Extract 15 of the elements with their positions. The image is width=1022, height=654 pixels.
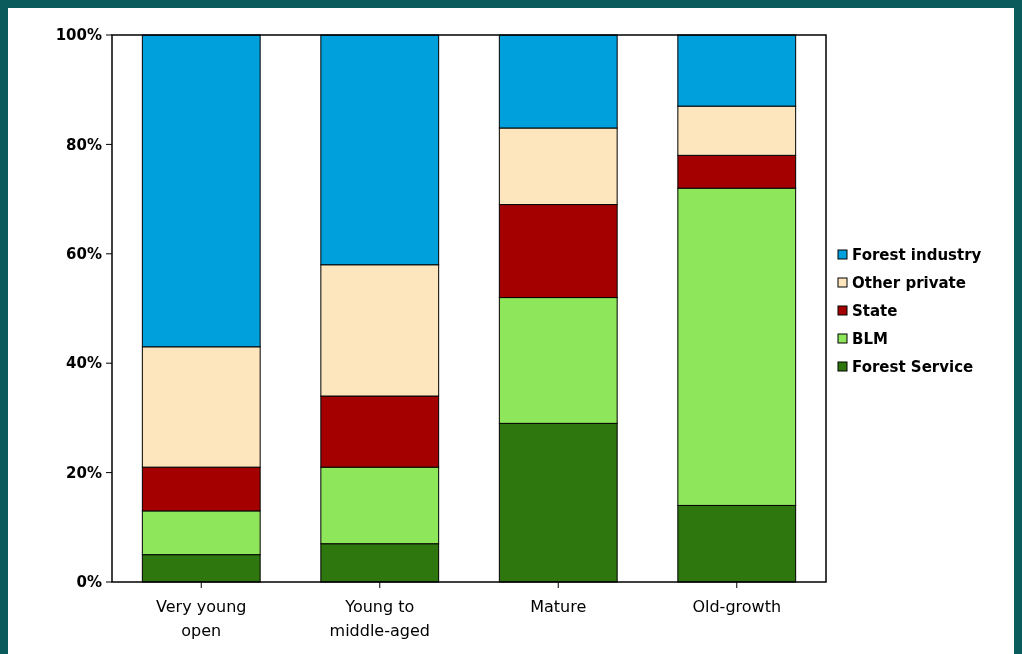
legend-label: Other private [852,274,966,293]
x-tick-label: Very young open [156,597,247,640]
legend-label: Forest industry [852,246,982,265]
x-tick-label: Young to middle-aged [329,597,430,640]
y-tick-label: 100% [55,26,102,45]
y-tick-label: 40% [66,354,102,373]
y-tick-label: 20% [66,463,102,482]
y-tick-label: 0% [76,573,102,592]
x-tick-label: Mature [530,597,587,616]
legend-label: Forest Service [852,358,974,377]
legend-label: BLM [852,330,888,349]
y-tick-label: 80% [66,135,102,154]
legend-label: State [852,302,898,321]
y-tick-label: 60% [66,245,102,264]
x-tick-label: Old-growth [692,597,782,616]
